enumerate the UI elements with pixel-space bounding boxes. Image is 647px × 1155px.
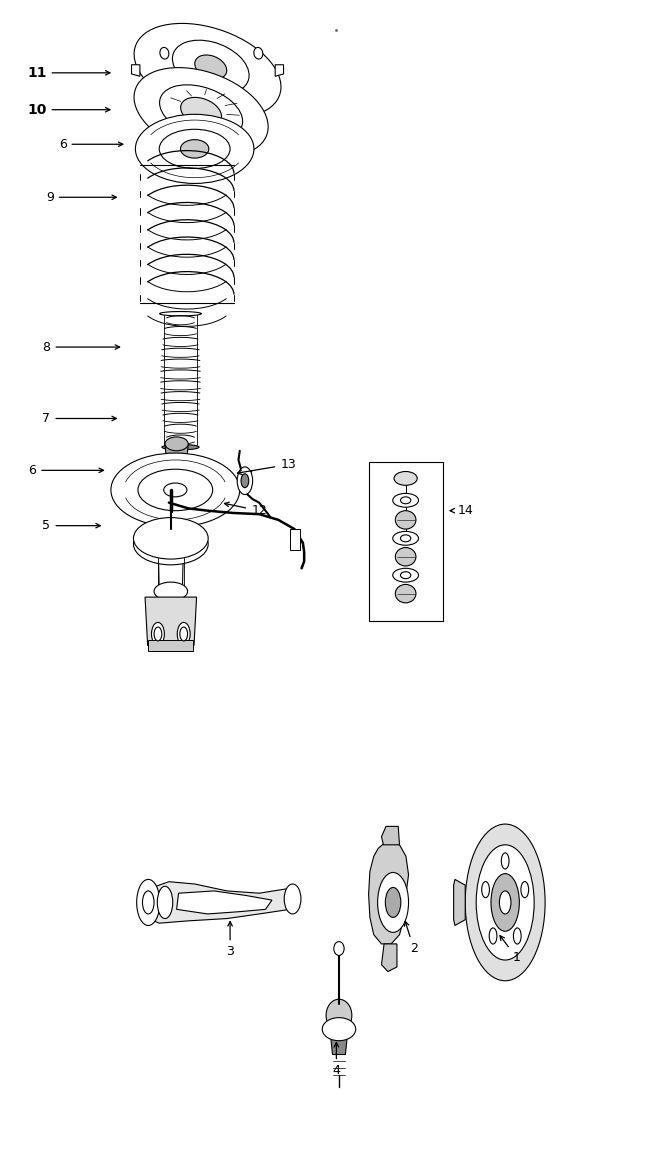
Ellipse shape [241,474,248,487]
Ellipse shape [284,884,301,914]
Text: 6: 6 [59,137,123,151]
Polygon shape [158,529,184,591]
Ellipse shape [195,99,204,111]
Ellipse shape [394,471,417,485]
Ellipse shape [159,129,230,169]
Ellipse shape [395,584,416,603]
Ellipse shape [165,437,188,450]
Ellipse shape [134,68,268,156]
Polygon shape [369,840,408,944]
Ellipse shape [489,927,497,944]
Text: 5: 5 [43,519,100,532]
Ellipse shape [393,568,419,582]
Ellipse shape [195,55,226,80]
Ellipse shape [142,891,154,914]
Ellipse shape [160,84,243,140]
Ellipse shape [154,627,162,641]
Ellipse shape [180,627,188,641]
Ellipse shape [160,312,201,315]
Polygon shape [177,891,272,914]
Ellipse shape [491,873,520,931]
Ellipse shape [400,535,411,542]
Ellipse shape [181,97,221,127]
Ellipse shape [133,523,208,565]
Text: 11: 11 [27,66,110,80]
Bar [148,640,193,651]
Text: 4: 4 [333,1043,340,1078]
Ellipse shape [111,453,240,527]
Ellipse shape [393,493,419,507]
Ellipse shape [393,531,419,545]
Ellipse shape [151,623,164,646]
Ellipse shape [160,47,169,59]
Polygon shape [382,826,399,844]
Ellipse shape [400,572,411,579]
Ellipse shape [177,623,190,646]
Ellipse shape [154,582,188,601]
Ellipse shape [465,824,545,981]
Text: 14: 14 [450,505,473,517]
Ellipse shape [138,469,213,511]
Ellipse shape [162,445,199,450]
Ellipse shape [386,887,400,917]
Polygon shape [454,879,465,925]
Ellipse shape [137,879,160,925]
Text: 13: 13 [237,459,296,475]
Text: 2: 2 [404,922,417,955]
Polygon shape [165,444,188,483]
Text: 6: 6 [28,464,104,477]
Text: 8: 8 [43,341,120,353]
Text: 3: 3 [226,922,234,959]
Polygon shape [142,881,299,923]
Ellipse shape [334,941,344,955]
Ellipse shape [157,886,173,918]
Ellipse shape [514,927,521,944]
Ellipse shape [476,844,534,960]
Ellipse shape [400,497,411,504]
Bar [369,462,443,621]
Ellipse shape [501,852,509,869]
Text: 12: 12 [225,502,267,517]
Polygon shape [382,944,397,971]
Ellipse shape [173,40,249,94]
Text: 7: 7 [43,412,116,425]
Ellipse shape [521,881,529,897]
Ellipse shape [378,872,408,932]
Ellipse shape [326,999,352,1031]
Ellipse shape [237,467,252,494]
Polygon shape [145,597,197,646]
Ellipse shape [181,140,209,158]
Ellipse shape [395,511,416,529]
Ellipse shape [254,47,263,59]
Ellipse shape [134,23,281,118]
Ellipse shape [164,483,187,497]
Polygon shape [131,65,140,76]
Ellipse shape [499,891,511,914]
Polygon shape [330,1029,348,1055]
Text: 1: 1 [500,936,521,964]
Polygon shape [275,65,283,76]
Ellipse shape [133,517,208,559]
Bar [290,529,300,550]
Text: 9: 9 [46,191,116,203]
Ellipse shape [482,881,489,897]
Ellipse shape [322,1018,356,1041]
Ellipse shape [135,114,254,184]
Text: 10: 10 [27,103,110,117]
Ellipse shape [395,547,416,566]
